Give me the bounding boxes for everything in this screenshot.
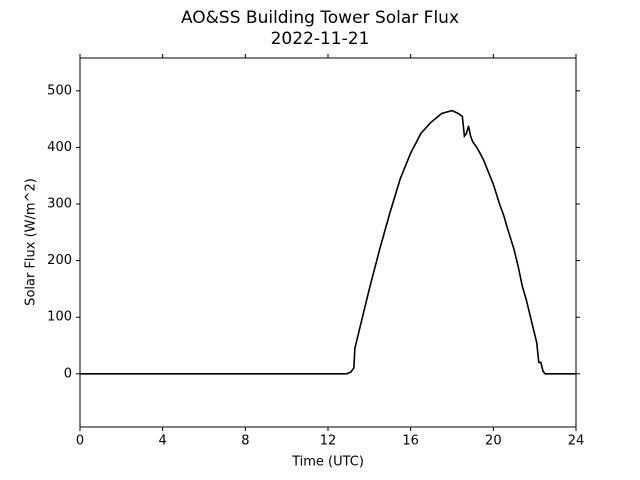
plot-frame: [79, 57, 577, 428]
chart-title: AO&SS Building Tower Solar Flux: [181, 8, 459, 28]
x-tick-label: 4: [159, 434, 167, 449]
y-tick-label: 300: [47, 197, 72, 212]
x-tick-label: 8: [241, 434, 249, 449]
y-axis-label: Solar Flux (W/m^2): [24, 178, 39, 306]
x-tick-label: 12: [320, 434, 337, 449]
y-tick-label: 200: [47, 253, 72, 268]
x-tick-label: 24: [568, 434, 585, 449]
y-tick-label: 500: [47, 83, 72, 98]
x-tick-label: 20: [485, 434, 502, 449]
x-axis-label: Time (UTC): [291, 455, 364, 470]
y-tick-label: 400: [47, 140, 72, 155]
y-tick-label: 100: [47, 310, 72, 325]
x-tick-label: 0: [76, 434, 84, 449]
x-tick-label: 16: [402, 434, 419, 449]
y-tick-label: 0: [64, 366, 72, 381]
chart-subtitle: 2022-11-21: [271, 29, 370, 49]
series-line: [80, 109, 576, 375]
